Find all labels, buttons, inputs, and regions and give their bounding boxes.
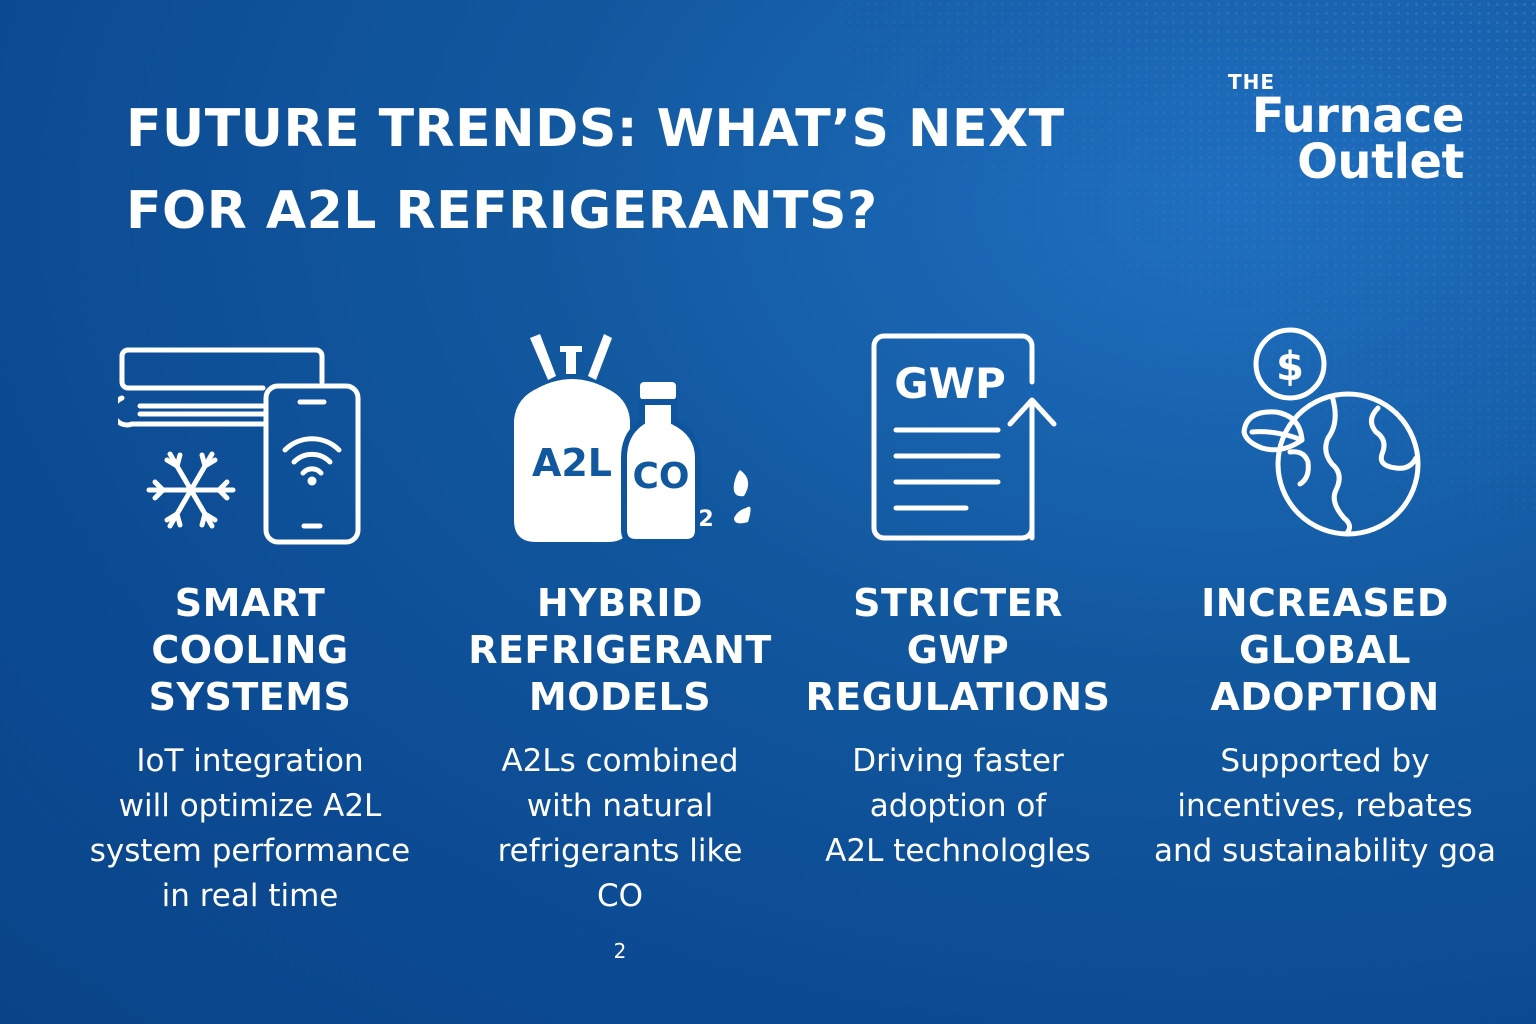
bottle-label: CO — [632, 456, 689, 497]
trend-heading: INCREASED GLOBAL ADOPTION — [1130, 580, 1520, 721]
trend-heading: HYBRID REFRIGERANT MODELS — [430, 580, 810, 721]
trend-stricter-gwp: STRICTER GWP REGULATIONS Driving faster … — [778, 580, 1138, 874]
heading-line: SYSTEMS — [148, 675, 352, 719]
wifi-icon — [282, 436, 342, 486]
description-line: refrigerants like — [497, 833, 743, 869]
description-line: in real time — [161, 878, 339, 914]
smartphone-icon — [263, 383, 361, 545]
description-line: with natural — [526, 788, 714, 824]
globe-icon — [1275, 391, 1421, 537]
logo-furnace: Furnace — [1251, 88, 1465, 144]
trend-description: Driving faster adoption of A2L technolog… — [778, 739, 1138, 874]
trend-global-adoption: INCREASED GLOBAL ADOPTION Supported by i… — [1130, 580, 1520, 874]
heading-line: REGULATIONS — [805, 675, 1111, 719]
page-title: FUTURE TRENDS: WHAT’S NEXT FOR A2L REFRI… — [126, 88, 1065, 252]
title-line-2: FOR A2L REFRIGERANTS? — [126, 181, 878, 241]
heading-line: INCREASED — [1201, 581, 1449, 625]
bottle-label-sub: 2 — [698, 507, 713, 532]
co2-subscript: 2 — [613, 939, 627, 964]
description-line: CO 2 — [430, 874, 810, 974]
description-line: Driving faster — [852, 743, 1064, 779]
description-line: A2Ls combined — [501, 743, 739, 779]
heading-line: HYBRID — [536, 581, 704, 625]
dollar-label: $ — [1276, 344, 1304, 390]
heading-line: ADOPTION — [1210, 675, 1440, 719]
trend-description: Supported by incentives, rebates and sus… — [1130, 739, 1520, 874]
description-line: incentives, rebates — [1177, 788, 1473, 824]
ac-unit-icon — [119, 347, 325, 391]
trend-heading: SMART COOLING SYSTEMS — [60, 580, 440, 721]
title-line-1: FUTURE TRENDS: WHAT’S NEXT — [126, 99, 1065, 159]
arrow-up-icon — [1007, 397, 1057, 541]
heading-line: MODELS — [528, 675, 712, 719]
trend-heading: STRICTER GWP REGULATIONS — [778, 580, 1138, 721]
description-line: system performance — [89, 833, 411, 869]
description-line: adoption of — [869, 788, 1047, 824]
trend-hybrid-refrigerant: HYBRID REFRIGERANT MODELS A2Ls combined … — [430, 580, 810, 974]
heading-line: GLOBAL — [1239, 628, 1411, 672]
heading-line: REFRIGERANT — [468, 628, 772, 672]
leaf-icon — [1241, 409, 1305, 453]
co2-text: CO — [596, 878, 644, 914]
description-line: will optimize A2L — [118, 788, 382, 824]
snowflake-icon — [146, 451, 236, 529]
heading-line: COOLING — [151, 628, 349, 672]
trend-description: IoT integration will optimize A2L system… — [60, 739, 440, 919]
cylinder-label: A2L — [532, 441, 612, 485]
heading-line: GWP — [906, 628, 1010, 672]
gwp-document-icon: GWP — [871, 333, 1057, 541]
globe-dollar-icon: $ — [1241, 327, 1421, 537]
smart-cooling-icon — [118, 347, 361, 545]
logo-the: THE — [1228, 70, 1276, 94]
description-line: IoT integration — [136, 743, 364, 779]
heading-line: SMART — [174, 581, 326, 625]
description-line: Supported by — [1220, 743, 1430, 779]
logo-outlet: Outlet — [1297, 134, 1464, 190]
heading-line: STRICTER — [853, 581, 1063, 625]
description-line: A2L technologles — [825, 833, 1091, 869]
trend-smart-cooling: SMART COOLING SYSTEMS IoT integration wi… — [60, 580, 440, 919]
description-line: and sustainability goa — [1153, 833, 1497, 869]
dot-pattern — [836, 0, 1536, 520]
dollar-coin-icon — [1253, 327, 1327, 401]
trend-description: A2Ls combined with natural refrigerants … — [430, 739, 810, 974]
gwp-label: GWP — [894, 359, 1006, 408]
refrigerant-cylinder-icon: A2L CO 2 — [514, 334, 751, 545]
